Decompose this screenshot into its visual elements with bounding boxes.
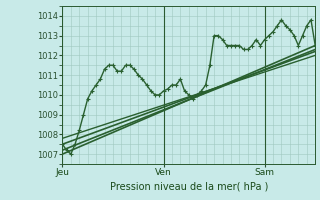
X-axis label: Pression niveau de la mer( hPa ): Pression niveau de la mer( hPa ) xyxy=(110,181,268,191)
